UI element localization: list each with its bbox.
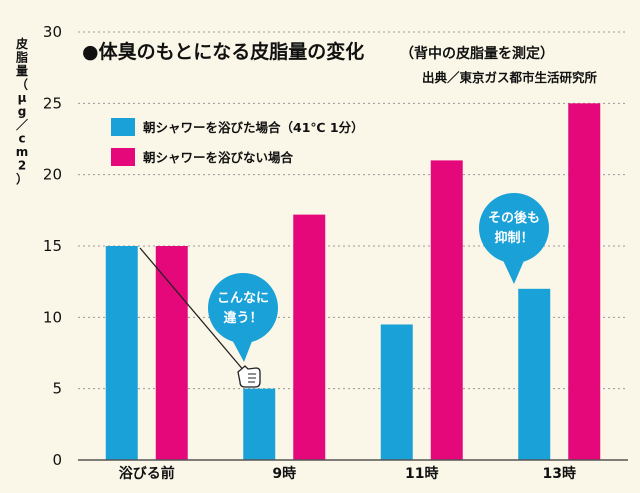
bar-shower	[380, 324, 413, 460]
y-axis-label-char: μ	[18, 91, 27, 105]
y-axis-label-char: ）	[16, 171, 28, 186]
legend-swatch	[111, 118, 135, 136]
y-axis-label-char: c	[18, 132, 25, 146]
chart-source: 出典／東京ガス都市生活研究所	[422, 70, 598, 85]
callout-difference: こんなに 違う！	[208, 273, 278, 362]
y-tick-labels: 0 5 10 15 20 25 30	[43, 23, 62, 469]
x-tick-label: 9時	[272, 465, 296, 482]
legend-label: 朝シャワーを浴びない場合	[143, 150, 294, 165]
bar-no-shower	[155, 246, 188, 460]
svg-text:こんなに: こんなに	[217, 291, 269, 306]
y-tick-label: 5	[52, 380, 62, 398]
y-axis-label-char: ／	[16, 117, 28, 132]
y-tick-label: 25	[43, 94, 62, 112]
y-axis-label-char: 脂	[15, 50, 28, 65]
bar-no-shower	[293, 214, 326, 460]
x-tick-label: 11時	[405, 465, 438, 482]
bar-shower	[243, 388, 276, 460]
legend: 朝シャワーを浴びた場合（41℃ 1分） 朝シャワーを浴びない場合	[111, 118, 364, 166]
svg-text:抑制！: 抑制！	[494, 230, 533, 246]
legend-swatch	[111, 148, 135, 166]
callout-suppressed: その後も 抑制！	[479, 193, 549, 284]
y-axis-label-char: m	[16, 145, 29, 159]
y-axis-label-char: 皮	[15, 36, 28, 51]
x-tick-label: 13時	[543, 465, 576, 482]
chart-subtitle: （背中の皮脂量を測定）	[400, 45, 554, 62]
y-tick-label: 30	[43, 23, 62, 41]
bar-shower	[105, 246, 138, 460]
x-tick-labels: 浴びる前 9時 11時 13時	[119, 465, 576, 482]
y-axis-label: 皮脂量（μg／cm2）	[15, 36, 28, 186]
bars	[105, 103, 601, 460]
legend-label: 朝シャワーを浴びた場合（41℃ 1分）	[143, 120, 364, 135]
y-tick-label: 15	[43, 237, 62, 255]
svg-text:違う！: 違う！	[223, 310, 262, 326]
y-axis-label-char: （	[16, 77, 28, 92]
chart-title: ●体臭のもとになる皮脂量の変化	[82, 40, 364, 63]
svg-text:その後も: その後も	[488, 210, 540, 226]
y-axis-label-char: g	[18, 105, 27, 119]
y-tick-label: 0	[52, 451, 62, 469]
x-tick-label: 浴びる前	[119, 465, 175, 482]
bar-no-shower	[568, 103, 601, 460]
pointing-hand-icon	[237, 365, 261, 388]
bar-no-shower	[430, 160, 463, 460]
y-axis-label-char: 2	[18, 159, 26, 173]
y-tick-label: 20	[43, 166, 62, 184]
bar-shower	[518, 288, 551, 460]
pointer-line	[139, 247, 246, 373]
y-tick-label: 10	[43, 308, 62, 326]
y-axis-label-char: 量	[16, 64, 28, 78]
